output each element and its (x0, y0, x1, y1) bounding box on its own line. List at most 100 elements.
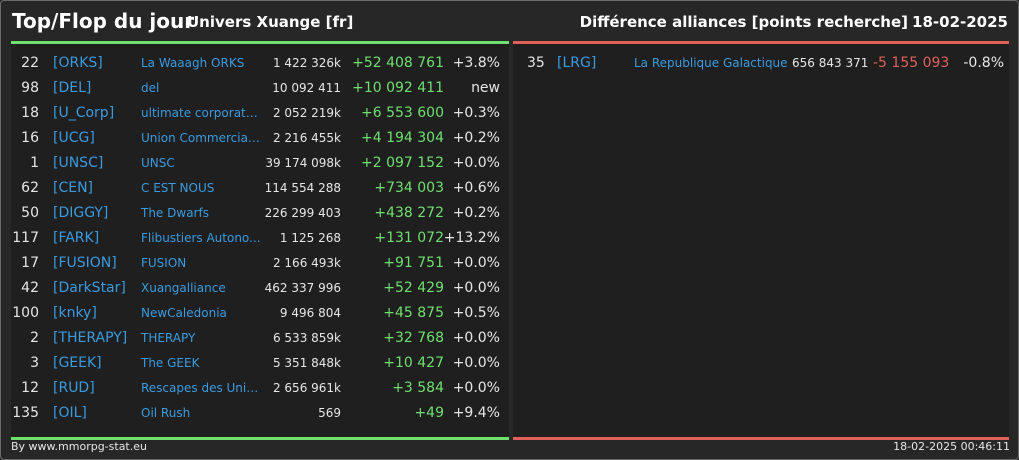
alliance-rank: 62 (21, 180, 39, 196)
alliance-percent: +0.2% (452, 205, 500, 221)
alliance-rank: 17 (21, 255, 39, 271)
alliance-percent: +0.0% (452, 355, 500, 371)
alliance-percent: +0.6% (452, 180, 500, 196)
alliance-tag-link[interactable]: [U_Corp] (53, 105, 115, 121)
alliance-difference: +6 553 600 (361, 105, 444, 121)
alliance-tag-link[interactable]: [DEL] (53, 80, 92, 96)
alliance-percent: +0.2% (452, 130, 500, 146)
alliance-rank: 1 (30, 155, 39, 171)
date-label: 18-02-2025 (912, 13, 1008, 31)
alliance-rank: 42 (21, 280, 39, 296)
alliance-name-link[interactable]: ultimate corporation (141, 106, 261, 120)
alliance-difference: +49 (414, 405, 444, 421)
alliance-name-link[interactable]: Flibustiers Autono... (141, 231, 261, 245)
alliance-points: 2 052 219k (272, 106, 341, 120)
alliance-difference: +52 408 761 (352, 55, 444, 71)
alliance-name-link[interactable]: del (141, 81, 160, 95)
alliance-tag-link[interactable]: [THERAPY] (53, 330, 128, 346)
alliance-tag-link[interactable]: [CEN] (53, 180, 94, 196)
page-title: Top/Flop du jour (12, 9, 195, 33)
alliance-percent: +9.4% (452, 405, 500, 421)
alliance-row: 18 [U_Corp] ultimate corporation 2 052 219k… (11, 101, 509, 126)
alliance-row: 62 [CEN] C EST NOUS 114 554 288 +734 003 +0.6… (11, 176, 509, 201)
alliance-row: 16 [UCG] Union Commerciale... 2 216 455k +4 … (11, 126, 509, 151)
alliance-difference: +4 194 304 (361, 130, 444, 146)
alliance-tag-link[interactable]: [OIL] (53, 405, 87, 421)
alliance-row: 42 [DarkStar] Xuangalliance 462 337 996 +52 … (11, 276, 509, 301)
credit-link[interactable]: By www.mmorpg-stat.eu (11, 440, 147, 453)
alliance-points: 569 (318, 406, 341, 420)
alliance-percent: +13.2% (443, 230, 500, 246)
alliance-points: 656 843 371 (792, 56, 869, 70)
alliance-percent: +0.0% (452, 280, 500, 296)
alliance-difference: +3 584 (392, 380, 444, 396)
alliance-row: 35 [LRG] La Republique Galactique 656 843 3… (513, 51, 1009, 76)
alliance-percent: +0.0% (452, 155, 500, 171)
alliance-name-link[interactable]: Rescapes des Univ... (141, 381, 261, 395)
alliance-name-link[interactable]: C EST NOUS (141, 181, 215, 195)
alliance-percent: +0.0% (452, 380, 500, 396)
alliance-points: 9 496 804 (279, 306, 341, 320)
alliance-rank: 3 (30, 355, 39, 371)
alliance-tag-link[interactable]: [GEEK] (53, 355, 102, 371)
metric-label: Différence alliances [points recherche] (579, 13, 908, 31)
alliance-percent: +0.0% (452, 255, 500, 271)
alliance-rank: 2 (30, 330, 39, 346)
alliance-percent: +0.3% (452, 105, 500, 121)
alliance-tag-link[interactable]: [DIGGY] (53, 205, 109, 221)
alliance-name-link[interactable]: The Dwarfs (141, 206, 209, 220)
alliance-name-link[interactable]: La Republique Galactique (634, 56, 788, 70)
alliance-rank: 12 (21, 380, 39, 396)
alliance-name-link[interactable]: Oil Rush (141, 406, 191, 420)
header: Top/Flop du jour Univers Xuange [fr] Dif… (1, 1, 1018, 41)
alliance-name-link[interactable]: FUSION (141, 256, 187, 270)
alliance-row: 3 [GEEK] The GEEK 5 351 848k +10 427 +0.0% (11, 351, 509, 376)
alliance-percent: -0.8% (963, 55, 1004, 71)
alliance-name-link[interactable]: THERAPY (141, 331, 196, 345)
alliance-row: 17 [FUSION] FUSION 2 166 493k +91 751 +0.0% (11, 251, 509, 276)
top-panel: 22 [ORKS] La Waaagh ORKS 1 422 326k +52 408 … (11, 41, 509, 440)
alliance-tag-link[interactable]: [FUSION] (53, 255, 117, 271)
alliance-row: 2 [THERAPY] THERAPY 6 533 859k +32 768 +0.0% (11, 326, 509, 351)
alliance-rank: 135 (12, 405, 39, 421)
top-list: 22 [ORKS] La Waaagh ORKS 1 422 326k +52 408 … (11, 51, 509, 426)
alliance-rank: 117 (12, 230, 39, 246)
alliance-difference: -5 155 093 (873, 55, 950, 71)
alliance-tag-link[interactable]: [UCG] (53, 130, 95, 146)
alliance-row: 98 [DEL] del 10 092 411 +10 092 411 new (11, 76, 509, 101)
alliance-row: 22 [ORKS] La Waaagh ORKS 1 422 326k +52 408 … (11, 51, 509, 76)
alliance-name-link[interactable]: Xuangalliance (141, 281, 226, 295)
alliance-row: 100 [knky] NewCaledonia 9 496 804 +45 875 +0.… (11, 301, 509, 326)
alliance-rank: 50 (21, 205, 39, 221)
alliance-name-link[interactable]: UNSC (141, 156, 175, 170)
alliance-tag-link[interactable]: [RUD] (53, 380, 95, 396)
alliance-name-link[interactable]: Union Commerciale... (141, 131, 261, 145)
alliance-name-link[interactable]: La Waaagh ORKS (141, 56, 245, 70)
alliance-name-link[interactable]: NewCaledonia (141, 306, 227, 320)
alliance-tag-link[interactable]: [ORKS] (53, 55, 103, 71)
alliance-difference: +32 768 (383, 330, 444, 346)
alliance-row: 117 [FARK] Flibustiers Autono... 1 125 268 +… (11, 226, 509, 251)
alliance-rank: 100 (12, 305, 39, 321)
alliance-tag-link[interactable]: [knky] (53, 305, 97, 321)
alliance-name-link[interactable]: The GEEK (141, 356, 200, 370)
alliance-row: 12 [RUD] Rescapes des Univ... 2 656 961k +3 … (11, 376, 509, 401)
footer-timestamp: 18-02-2025 00:46:11 (893, 440, 1010, 453)
alliance-percent: new (471, 80, 500, 96)
alliance-points: 114 554 288 (264, 181, 341, 195)
alliance-tag-link[interactable]: [FARK] (53, 230, 100, 246)
alliance-difference: +2 097 152 (361, 155, 444, 171)
alliance-difference: +131 072 (374, 230, 444, 246)
alliance-tag-link[interactable]: [UNSC] (53, 155, 104, 171)
alliance-difference: +45 875 (383, 305, 444, 321)
flop-panel: 35 [LRG] La Republique Galactique 656 843 3… (513, 41, 1009, 440)
alliance-points: 1 422 326k (272, 56, 341, 70)
alliance-tag-link[interactable]: [DarkStar] (53, 280, 126, 296)
alliance-tag-link[interactable]: [LRG] (557, 55, 597, 71)
alliance-percent: +3.8% (452, 55, 500, 71)
alliance-rank: 98 (21, 80, 39, 96)
alliance-points: 6 533 859k (272, 331, 341, 345)
alliance-difference: +91 751 (383, 255, 444, 271)
alliance-points: 462 337 996 (264, 281, 341, 295)
